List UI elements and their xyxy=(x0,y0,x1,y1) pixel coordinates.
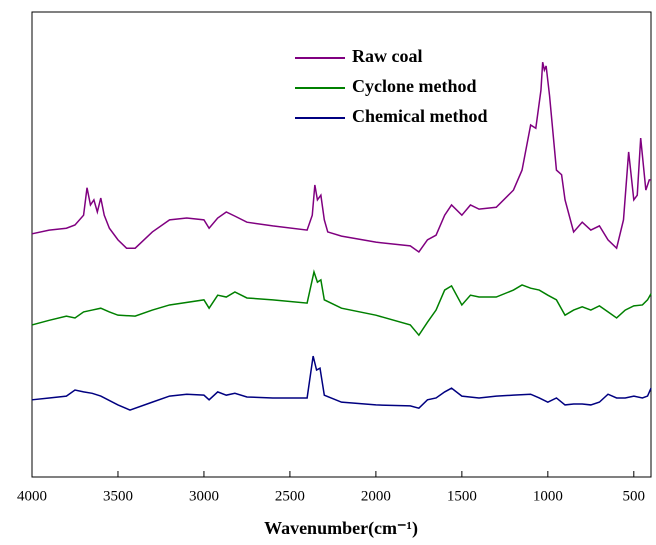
x-tick-label: 500 xyxy=(623,488,646,504)
series-line xyxy=(31,269,652,337)
x-tick-label: 1000 xyxy=(533,488,563,504)
x-tick-label: 2000 xyxy=(361,488,391,504)
x-axis-label: Wavenumber(cm⁻¹) xyxy=(264,518,418,539)
plot-frame xyxy=(31,11,652,478)
x-tick-label: 3500 xyxy=(103,488,133,504)
x-tick-label: 1500 xyxy=(447,488,477,504)
x-tick-label: 2500 xyxy=(275,488,305,504)
legend-label: Raw coal xyxy=(352,46,423,66)
x-tick-label: 3000 xyxy=(189,488,219,504)
legend-label: Chemical method xyxy=(352,106,487,126)
legend-label: Cyclone method xyxy=(352,76,477,96)
series-line xyxy=(31,62,651,253)
series-line xyxy=(31,355,652,411)
x-tick-label: 4000 xyxy=(17,488,47,504)
